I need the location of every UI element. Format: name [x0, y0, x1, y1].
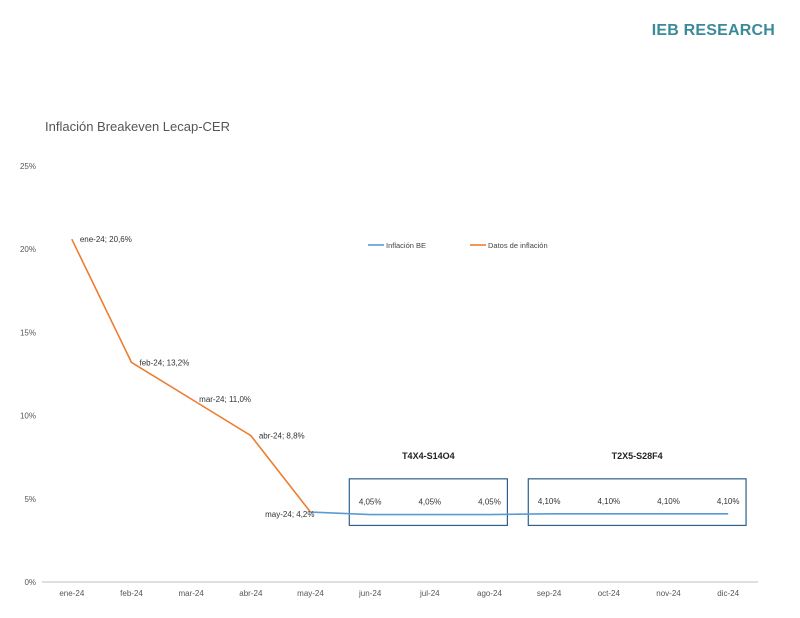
annotation-boxes: T4X4-S14O4 T2X5-S28F4 [348, 451, 747, 527]
chart-legend: Inflación BE Datos de inflación [368, 241, 548, 250]
x-tick-label: jun-24 [358, 589, 382, 598]
x-tick-label: sep-24 [537, 589, 562, 598]
x-tick-label: feb-24 [120, 589, 143, 598]
annotation-label: T4X4-S14O4 [402, 451, 455, 461]
data-label: 4,10% [717, 497, 740, 506]
data-label: 4,10% [657, 497, 680, 506]
x-tick-label: abr-24 [239, 589, 263, 598]
x-tick-label: ago-24 [477, 589, 502, 598]
data-label: mar-24; 11,0% [199, 395, 251, 404]
data-label: 4,05% [418, 498, 441, 507]
annotation-box [348, 478, 508, 527]
series-line-inflacion-be [310, 511, 729, 516]
data-label: abr-24; 8,8% [259, 432, 305, 441]
data-label: 4,05% [478, 498, 501, 507]
y-tick-label: 20% [20, 245, 36, 254]
data-label: 4,10% [538, 497, 561, 506]
data-label: feb-24; 13,2% [140, 358, 190, 367]
series-line-datos-inflacion [71, 238, 312, 513]
data-labels: 4,05% 4,05% 4,05% 4,10% 4,10% 4,10% 4,10% ene-2… [80, 235, 740, 519]
x-tick-label: ene-24 [59, 589, 84, 598]
annotation-box [527, 478, 747, 527]
x-tick-label: mar-24 [178, 589, 204, 598]
x-tick-label: dic-24 [717, 589, 739, 598]
y-tick-label: 10% [20, 412, 36, 421]
data-label: ene-24; 20,6% [80, 235, 132, 244]
legend-label: Inflación BE [386, 241, 426, 250]
x-tick-label: oct-24 [598, 589, 621, 598]
data-label: 4,10% [597, 497, 620, 506]
y-tick-label: 25% [20, 162, 36, 171]
x-tick-label: may-24 [297, 589, 324, 598]
series-lines [71, 238, 729, 516]
data-label: may-24; 4,2% [265, 510, 314, 519]
x-tick-label: jul-24 [419, 589, 440, 598]
data-label: 4,05% [359, 498, 382, 507]
chart-axes: 0% 5% 10% 15% 20% 25% ene-24 feb-24 mar-24 abr-24… [20, 162, 758, 598]
x-tick-label: nov-24 [656, 589, 681, 598]
annotation-label: T2X5-S28F4 [612, 451, 663, 461]
y-tick-label: 5% [24, 495, 36, 504]
brand-logo-text: IEB RESEARCH [651, 22, 775, 39]
y-tick-label: 15% [20, 328, 36, 337]
chart-title: Inflación Breakeven Lecap-CER [45, 119, 230, 134]
legend-label: Datos de inflación [488, 241, 548, 250]
y-tick-label: 0% [24, 578, 36, 587]
